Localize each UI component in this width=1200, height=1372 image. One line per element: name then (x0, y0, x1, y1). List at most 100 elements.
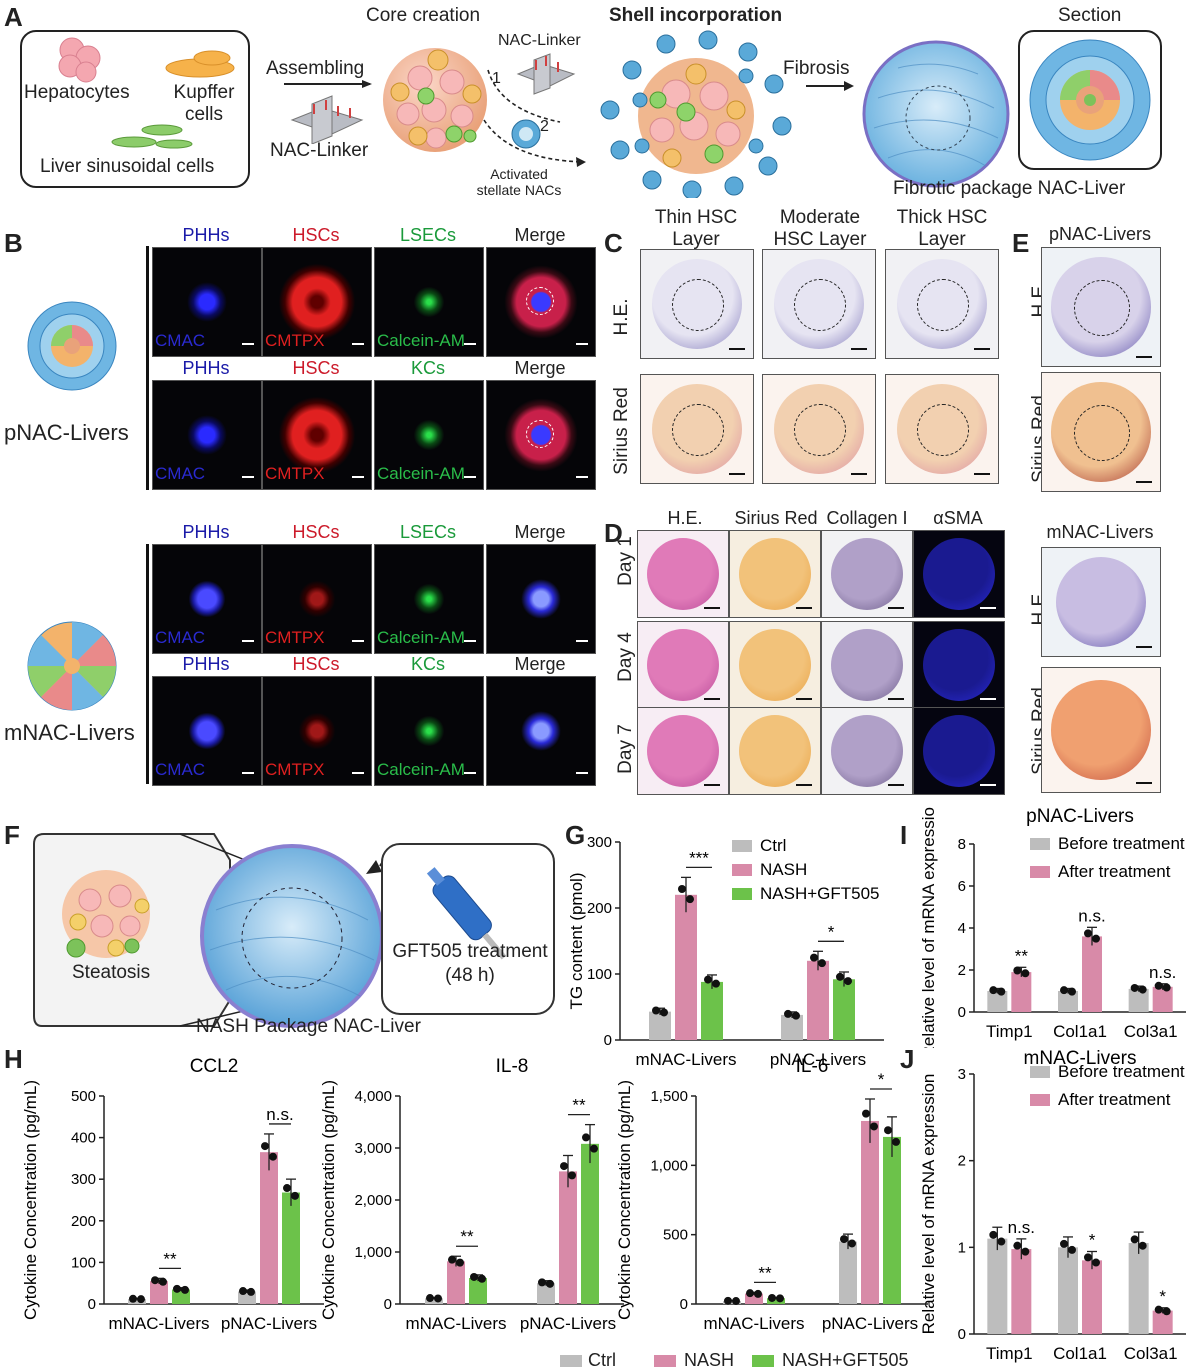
assembly-graphics (284, 80, 372, 144)
significance-label: n.s. (1149, 963, 1176, 982)
scale-bar (1136, 481, 1152, 483)
spheroid-section (738, 714, 812, 788)
data-point (1130, 983, 1139, 992)
b-image-r1-c2 (374, 380, 484, 490)
c-he-1 (762, 249, 876, 359)
activated-stellate-label: Activated stellate NACs (476, 166, 562, 198)
y-tick-label: 0 (604, 1032, 612, 1049)
core-outline (526, 420, 554, 448)
bar-before-treatment (987, 991, 1008, 1012)
y-tick-label: 0 (958, 1326, 966, 1343)
b-dye-r3-c0: CMAC (155, 760, 206, 779)
bar-after-treatment (1152, 986, 1173, 1012)
panel-label-b: B (4, 228, 23, 258)
x-tick-label: mNAC-Livers (703, 1314, 804, 1333)
mnac-schematic (27, 621, 117, 711)
bar-nash-gft505 (701, 981, 723, 1040)
d-r2-c0 (637, 707, 729, 795)
b-dye-r2-c2: Calcein-AM (377, 628, 465, 647)
scale-bar (974, 473, 990, 475)
y-tick-label: 4,000 (354, 1088, 392, 1105)
scale-bar (704, 784, 720, 786)
step-2-label: 2 (540, 118, 549, 135)
significance-label: ** (1015, 946, 1029, 965)
d-r0-c1 (729, 530, 821, 618)
scale-bar (576, 772, 588, 774)
scale-bar (704, 607, 720, 609)
significance-label: * (1089, 1230, 1096, 1249)
bar-after-treatment (1082, 936, 1102, 1012)
data-point (884, 1126, 892, 1135)
d-col-sirius: Sirius Red (734, 508, 818, 528)
data-point (1092, 1258, 1100, 1267)
y-tick-label: 100 (71, 1254, 96, 1271)
y-tick-label: 2 (958, 962, 966, 979)
data-point (704, 975, 712, 984)
core-outline (672, 279, 724, 331)
data-point (754, 1289, 762, 1298)
c-sirius-2 (885, 374, 999, 484)
data-point (1138, 985, 1147, 994)
y-axis-label: Relative level of mRNA expression (919, 806, 938, 1048)
legend-h-nash: NASH (684, 1350, 735, 1370)
y-tick-label: 3 (958, 1066, 966, 1083)
bar-nash (447, 1261, 465, 1304)
bar-after-treatment (1082, 1260, 1102, 1334)
y-tick-label: 1,000 (354, 1244, 392, 1261)
b-dye-r1-c0: CMAC (155, 464, 206, 483)
c-sirius-1 (762, 374, 876, 484)
significance-label: n.s. (266, 1105, 293, 1124)
y-tick-label: 0 (680, 1296, 688, 1313)
core-outline (672, 404, 724, 456)
shell-spheroid (600, 30, 792, 198)
bar-ctrl (723, 1300, 741, 1304)
c-he-0 (640, 249, 754, 359)
data-point (239, 1287, 247, 1296)
bar-after-treatment (1011, 1249, 1032, 1334)
c-row-sirius: Sirius Red (611, 387, 632, 475)
legend-label: NASH+GFT505 (760, 884, 880, 903)
data-point (768, 1293, 776, 1302)
significance-label: ** (758, 1263, 772, 1282)
fibrotic-package-label: Fibrotic package NAC-Liver (893, 178, 1126, 199)
y-tick-label: 300 (71, 1171, 96, 1188)
spheroid-section (646, 714, 720, 788)
b-dye-r3-c1: CMTPX (265, 760, 325, 779)
bar-nash (807, 960, 829, 1040)
e-bottom-title: mNAC-Livers (1046, 522, 1154, 542)
legend-label: Ctrl (760, 836, 786, 855)
legend-label: Before treatment (1058, 1062, 1185, 1081)
spheroid-section (922, 537, 996, 611)
y-tick-label: 400 (71, 1130, 96, 1147)
y-tick-label: 1,000 (650, 1157, 688, 1174)
data-point (1084, 1253, 1092, 1262)
legend-swatch (1030, 1066, 1050, 1078)
assembling-label: Assembling (266, 58, 365, 79)
data-point (997, 987, 1006, 996)
b-image-r0-c0 (152, 247, 262, 357)
panel-label-j: J (900, 1044, 915, 1074)
core-creation-label: Core creation (366, 5, 481, 26)
scale-bar (352, 640, 364, 642)
data-point (1092, 934, 1100, 943)
b-image-r2-c1 (262, 544, 372, 654)
bar-ctrl (537, 1283, 555, 1304)
data-point (1060, 1239, 1068, 1248)
data-point (448, 1255, 456, 1264)
chart-title: IL-8 (496, 1056, 529, 1077)
legend-label: After treatment (1058, 862, 1171, 881)
d-col-he: H.E. (667, 508, 703, 528)
scale-bar (888, 607, 904, 609)
data-point (159, 1277, 167, 1286)
d-r1-c3 (913, 621, 1005, 709)
b-dye-r1-c1: CMTPX (265, 464, 325, 483)
x-tick-label: pNAC-Livers (822, 1314, 918, 1333)
bar-nash (150, 1281, 168, 1304)
bar-nash-gft505 (469, 1278, 487, 1304)
panel-label-c: C (604, 228, 623, 258)
legend-h: Ctrl NASH NASH+GFT505 (560, 1350, 940, 1372)
data-point (470, 1272, 478, 1281)
data-point (652, 1006, 660, 1015)
scale-bar (796, 784, 812, 786)
data-point (560, 1162, 568, 1171)
